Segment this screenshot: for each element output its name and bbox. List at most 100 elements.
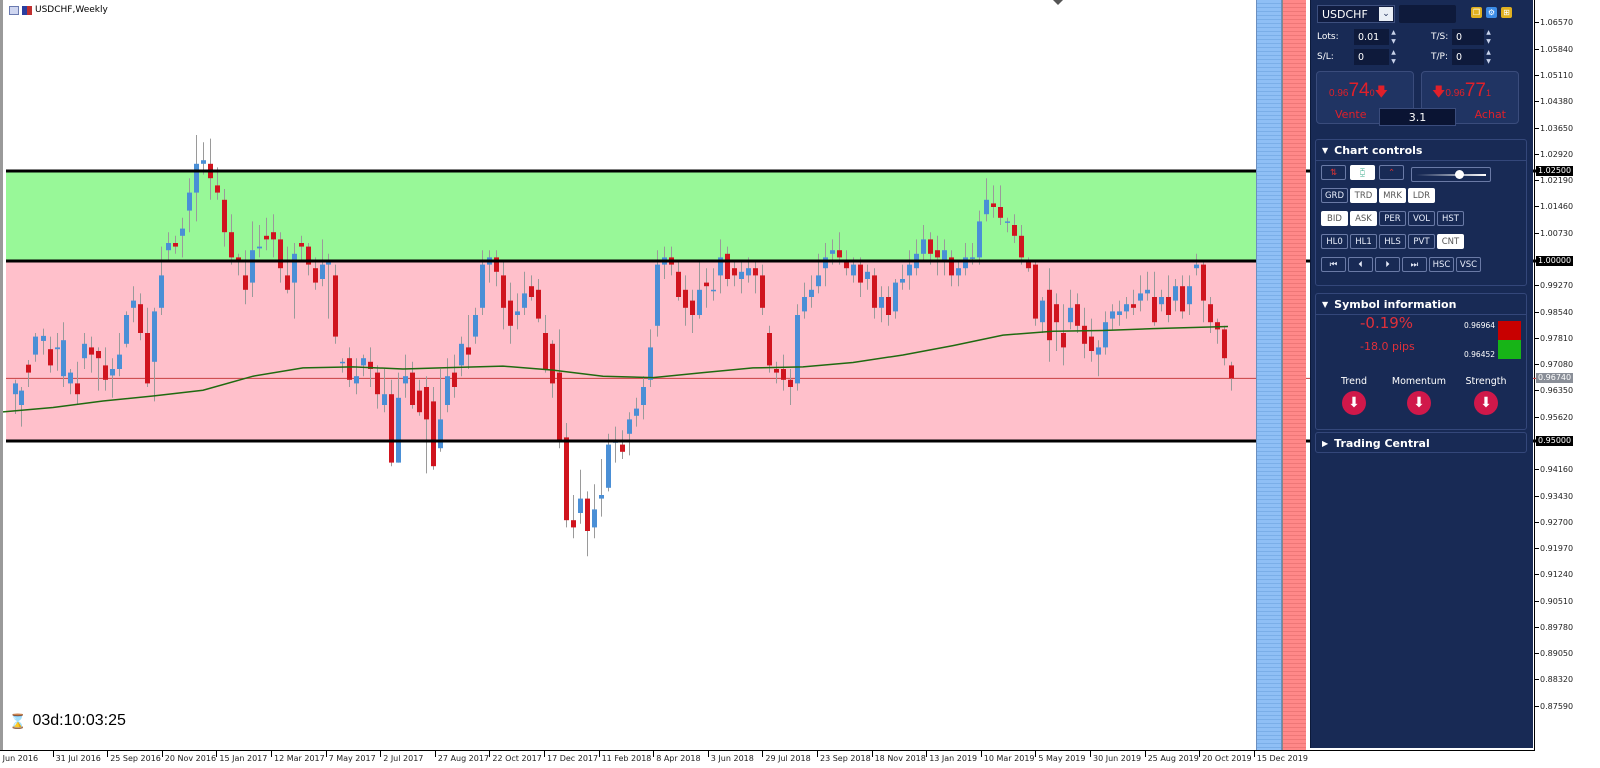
symbol-info-header[interactable]: ▼ Symbol information <box>1316 294 1526 315</box>
prev-bar-button[interactable]: ⏴ <box>1348 257 1373 272</box>
trend-indicator: Trend ⬇ <box>1324 376 1384 415</box>
candle-chart-button[interactable]: ⧮ <box>1350 165 1375 180</box>
lots-label: Lots: <box>1317 32 1339 42</box>
candle-body <box>1124 304 1129 312</box>
last-bar-button[interactable]: ⏭ <box>1402 257 1427 272</box>
candle-body <box>1012 225 1017 236</box>
candle-body <box>222 199 227 233</box>
chart-area[interactable]: USDCHF,Weekly ⌛ 03d:10:03:25 <box>0 0 1538 750</box>
candle-body <box>55 347 60 350</box>
arrow-down-icon: ⬇ <box>1342 391 1366 415</box>
chart-control-ask-button[interactable]: ASK <box>1350 211 1377 226</box>
chart-control-per-button[interactable]: PER <box>1379 211 1406 226</box>
sl-input[interactable]: 0 <box>1354 49 1389 65</box>
buy-price-fraction: 1 <box>1485 88 1491 98</box>
zoom-slider[interactable] <box>1411 167 1491 182</box>
candle-body <box>501 275 506 308</box>
chart-control-trd-button[interactable]: TRD <box>1350 188 1377 203</box>
chart-control-hl1-button[interactable]: HL1 <box>1350 234 1377 249</box>
current-price-tag: 0.96740 <box>1536 373 1574 384</box>
price-tick: 0.88320 <box>1535 675 1573 684</box>
layout-icon[interactable]: ⊞ <box>1501 7 1512 18</box>
line-chart-button[interactable]: ⌃ <box>1379 165 1404 180</box>
price-tick: 0.92700 <box>1535 518 1573 527</box>
chevron-down-icon[interactable]: ⌄ <box>1379 7 1393 21</box>
time-tick: 12 Mar 2017 <box>271 751 325 763</box>
ts-stepper[interactable]: ▲ ▼ <box>1486 29 1491 45</box>
candle-body <box>236 257 241 261</box>
first-bar-button[interactable]: ⏮ <box>1321 257 1346 272</box>
lots-stepper[interactable]: ▲ ▼ <box>1391 29 1396 45</box>
chart-control-hl0-button[interactable]: HL0 <box>1321 234 1348 249</box>
sell-button[interactable]: 0.96 74 0 🡇 Vente <box>1316 71 1414 124</box>
candle-body <box>48 349 53 366</box>
trading-central-section[interactable]: ▶ Trading Central <box>1315 432 1527 453</box>
candle-body <box>215 185 220 193</box>
chart-control-ldr-button[interactable]: LDR <box>1408 188 1435 203</box>
chart-control-cnt-button[interactable]: CNT <box>1437 234 1464 249</box>
candle-body <box>96 351 101 359</box>
candle-body <box>368 361 373 369</box>
tp-stepper[interactable]: ▲ ▼ <box>1486 49 1491 65</box>
candle-body <box>578 498 583 513</box>
candle-body <box>760 275 765 308</box>
trading-central-header[interactable]: ▶ Trading Central <box>1316 433 1526 453</box>
momentum-label: Momentum <box>1391 376 1447 387</box>
zoom-slider-knob[interactable] <box>1455 170 1464 179</box>
tp-input[interactable]: 0 <box>1452 49 1484 65</box>
chart-control-grd-button[interactable]: GRD <box>1321 188 1348 203</box>
time-tick: 31 Jul 2016 <box>52 751 101 763</box>
candle-body <box>466 347 471 355</box>
triangle-down-icon: ▼ <box>1322 145 1329 155</box>
time-tick: 15 Dec 2019 <box>1253 751 1308 763</box>
lots-input[interactable]: 0.01 <box>1354 29 1389 45</box>
sl-stepper[interactable]: ▲ ▼ <box>1391 49 1396 65</box>
candlestick-chart[interactable] <box>3 0 1538 750</box>
trading-panel: USDCHF ⌄ ❐ ⚙ ⊞ Lots: 0.01 ▲ ▼ S/L: 0 ▲ ▼ T… <box>1310 0 1533 748</box>
chart-control-vsc-button[interactable]: VSC <box>1456 257 1481 272</box>
time-tick: 29 Jul 2018 <box>762 751 811 763</box>
gear-icon[interactable]: ⚙ <box>1486 7 1497 18</box>
candle-body <box>389 394 394 463</box>
chart-control-pvt-button[interactable]: PVT <box>1408 234 1435 249</box>
chart-control-hsc-button[interactable]: HSC <box>1429 257 1454 272</box>
candle-body <box>473 315 478 337</box>
candle-body <box>893 282 898 312</box>
signal-strip-blue <box>1256 0 1282 750</box>
chart-controls-section: ▼ Chart controls ⇅ ⧮ ⌃ GRD TRD MRK LDR BID AS… <box>1315 139 1527 286</box>
candle-body <box>879 297 884 308</box>
next-bar-button[interactable]: ⏵ <box>1375 257 1400 272</box>
price-axis[interactable]: 1.06570 1.05840 1.05110 1.04380 1.03650 1.029… <box>1535 0 1600 750</box>
chart-control-mrk-button[interactable]: MRK <box>1379 188 1406 203</box>
bar-chart-button[interactable]: ⇅ <box>1321 165 1346 180</box>
chart-control-hst-button[interactable]: HST <box>1437 211 1464 226</box>
candle-body <box>711 289 716 292</box>
time-tick: 3 Jun 2018 <box>707 751 754 763</box>
price-tick: 0.89780 <box>1535 623 1573 632</box>
chart-control-hls-button[interactable]: HLS <box>1379 234 1406 249</box>
candle-body <box>571 520 576 528</box>
range-high-bar <box>1498 321 1521 340</box>
arrow-down-icon: ⬇ <box>1474 391 1498 415</box>
candle-body <box>1089 336 1094 351</box>
chart-controls-header[interactable]: ▼ Chart controls <box>1316 140 1526 161</box>
candle-body <box>753 268 758 276</box>
time-tick: 20 Oct 2019 <box>1199 751 1252 763</box>
ts-input[interactable]: 0 <box>1452 29 1484 45</box>
symbol-select[interactable]: USDCHF ⌄ <box>1317 5 1395 23</box>
candle-body <box>991 203 996 207</box>
chart-properties-icon <box>22 5 32 15</box>
price-tick: 0.95620 <box>1535 413 1573 422</box>
price-tick: 1.06570 <box>1535 18 1573 27</box>
price-tick: 0.91240 <box>1535 570 1573 579</box>
chart-controls-title: Chart controls <box>1334 143 1423 157</box>
candle-body <box>529 286 534 297</box>
chart-control-vol-button[interactable]: VOL <box>1408 211 1435 226</box>
price-tick: 0.97080 <box>1535 360 1573 369</box>
candle-body <box>403 376 408 384</box>
copy-icon[interactable]: ❐ <box>1471 7 1482 18</box>
candle-body <box>194 163 199 193</box>
candle-body <box>1194 264 1199 269</box>
chart-control-bid-button[interactable]: BID <box>1321 211 1348 226</box>
